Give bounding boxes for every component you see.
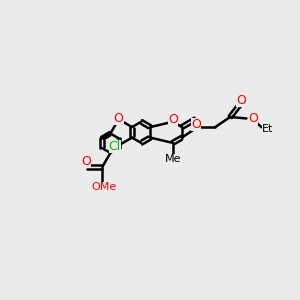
- Text: O: O: [236, 94, 246, 107]
- Text: O: O: [191, 118, 201, 131]
- Text: OMe: OMe: [91, 182, 116, 192]
- Text: O: O: [168, 113, 178, 126]
- Text: O: O: [248, 112, 258, 125]
- Text: Cl: Cl: [109, 140, 121, 153]
- Text: Me: Me: [164, 154, 181, 164]
- Text: O: O: [81, 155, 91, 168]
- Text: O: O: [114, 112, 124, 125]
- Text: Et: Et: [262, 124, 273, 134]
